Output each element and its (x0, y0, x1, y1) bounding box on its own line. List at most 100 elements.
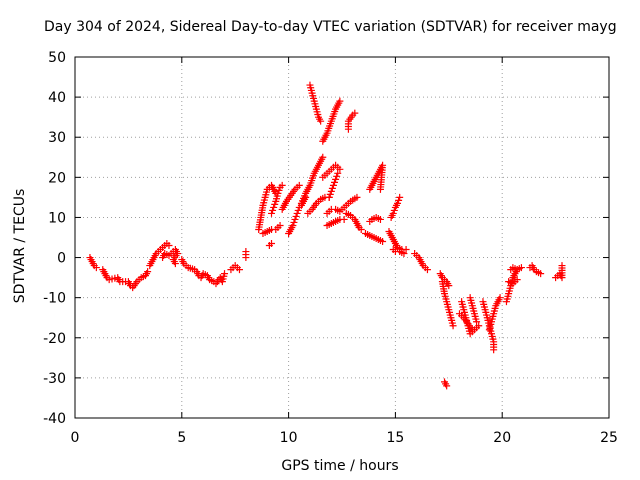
chart-title: Day 304 of 2024, Sidereal Day-to-day VTE… (44, 19, 617, 35)
data-point (329, 181, 337, 189)
series-arc-ac (389, 246, 408, 258)
series-arc-k (265, 240, 276, 250)
grid-layer (75, 57, 609, 418)
data-point (319, 153, 327, 161)
series-arc-i (259, 221, 284, 237)
data-point (336, 165, 344, 173)
data-point (449, 322, 457, 330)
y-tick-label: -30 (43, 371, 66, 387)
series-arc-r (344, 109, 359, 133)
y-axis-label: SDTVAR / TECUs (12, 188, 28, 304)
data-point (334, 169, 342, 177)
y-tick-label: 40 (48, 90, 66, 106)
data-point (351, 109, 359, 117)
series-arc-j (268, 181, 286, 217)
y-tick-label: -10 (43, 291, 66, 307)
data-point (379, 238, 387, 246)
data-point (325, 193, 333, 201)
series-arc-am (502, 266, 521, 306)
series-arc-aa (387, 193, 404, 221)
y-tick-label: 0 (57, 251, 66, 267)
data-point (278, 181, 286, 189)
x-tick-label: 0 (71, 430, 80, 446)
series-arc-an (507, 264, 525, 274)
data-point (332, 175, 340, 183)
data-point (276, 221, 284, 229)
data-point (443, 382, 451, 390)
data-point (292, 212, 300, 220)
x-tick-label: 20 (493, 430, 511, 446)
data-point (357, 225, 365, 233)
series-arc-w (342, 209, 365, 233)
data-point (445, 282, 453, 290)
plot-frame (74, 56, 610, 419)
series-arc-z (361, 229, 387, 246)
series-arc-y (366, 161, 387, 193)
y-tick-label: 50 (48, 50, 66, 66)
data-point (376, 185, 384, 193)
data-point (395, 196, 403, 204)
x-axis-label: GPS time / hours (281, 458, 399, 474)
series-arc-p (306, 81, 325, 125)
series-arc-aq (552, 262, 566, 282)
series-arc-a (86, 254, 100, 272)
data-point (558, 262, 566, 270)
data-point (144, 268, 152, 276)
x-tick-label: 25 (600, 430, 618, 446)
data-point (333, 172, 341, 180)
series-arc-aj (455, 310, 476, 334)
data-point (353, 193, 361, 201)
y-tick-label: -40 (43, 411, 66, 427)
x-tick-label: 15 (386, 430, 404, 446)
data-point (165, 242, 173, 250)
data-point (275, 186, 283, 194)
data-point (394, 199, 402, 207)
data-point (396, 193, 404, 201)
x-tick-label: 10 (280, 430, 298, 446)
series-arc-q (319, 97, 344, 145)
series-arc-ad (411, 250, 431, 274)
data-point (336, 97, 344, 105)
y-tick-label: -20 (43, 331, 66, 347)
data-point (327, 187, 335, 195)
data-point (289, 221, 297, 229)
data-point (171, 260, 179, 268)
series-arc-ak (479, 298, 498, 354)
data-point (268, 240, 276, 248)
x-tick-label: 5 (177, 430, 186, 446)
series-arc-s (323, 215, 348, 229)
series-arc-ag (441, 378, 451, 390)
series-arc-ap (526, 262, 545, 278)
series-arc-e (178, 256, 229, 288)
data-point (235, 266, 243, 274)
series-arc-ao (505, 276, 521, 288)
data-point (291, 215, 299, 223)
data-point (290, 218, 298, 226)
data-point (328, 184, 336, 192)
data-point (326, 190, 334, 198)
data-point (271, 200, 279, 208)
series-arc-v (325, 169, 342, 201)
data-point (400, 250, 408, 258)
data-point (475, 322, 483, 330)
series-arc-g (242, 248, 250, 262)
data-point (331, 178, 339, 186)
series-arc-t (323, 193, 361, 217)
data-point (92, 264, 100, 272)
data-point (268, 209, 276, 217)
series-arc-ai (466, 294, 481, 326)
data-point (293, 209, 301, 217)
data-point (468, 326, 476, 334)
data-point (317, 117, 325, 125)
data-point (513, 276, 521, 284)
y-tick-label: 20 (48, 170, 66, 186)
series-arc-n (297, 153, 327, 207)
data-point (270, 203, 278, 211)
series-arc-d (159, 246, 182, 268)
data-point (517, 264, 525, 272)
series-arc-b (99, 266, 152, 292)
series-arc-f (227, 262, 243, 274)
y-tick-label: 30 (48, 130, 66, 146)
tick-layer: -40 -30 -20 -10 0 10 20 30 40 50 0 5 10 15 20 25 (43, 50, 618, 446)
